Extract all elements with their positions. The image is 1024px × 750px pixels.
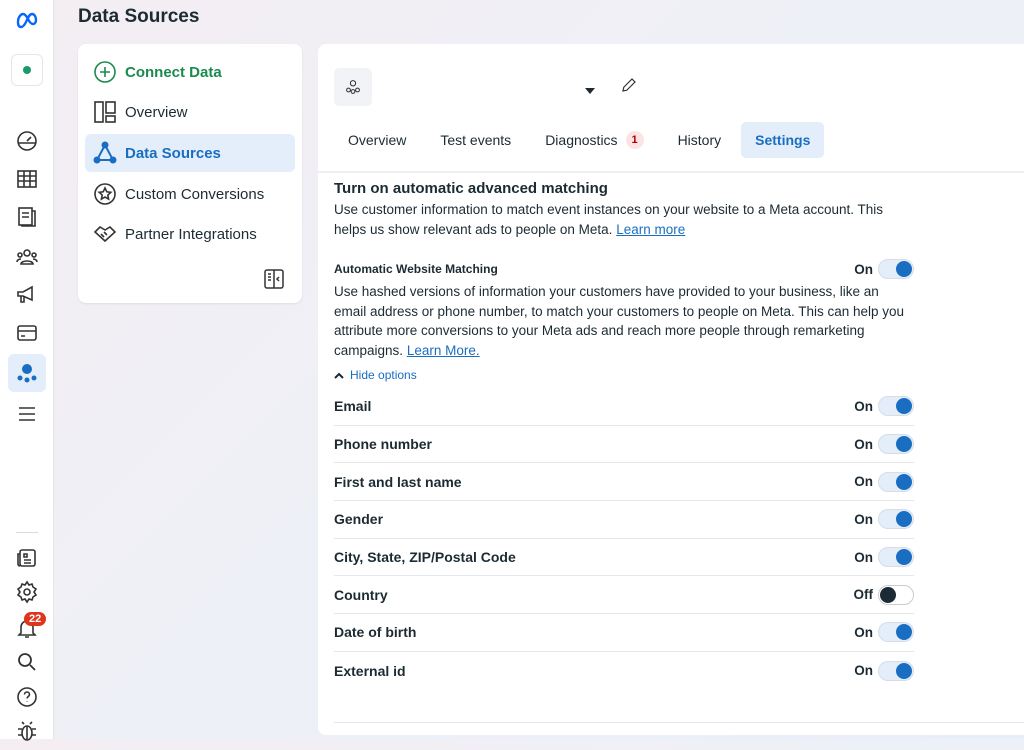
option-row: Gender On [334, 501, 914, 539]
section-description: Use customer information to match event … [334, 202, 884, 237]
option-label: City, State, ZIP/Postal Code [334, 549, 516, 566]
tab-diagnostics[interactable]: Diagnostics 1 [531, 122, 657, 158]
main-panel: Overview Test events Diagnostics 1 Histor… [318, 44, 1024, 735]
tab-settings[interactable]: Settings [741, 122, 825, 158]
option-row: Email On [334, 388, 914, 426]
option-state: On [854, 436, 873, 452]
option-toggle[interactable] [878, 584, 914, 605]
learn-more-link[interactable]: Learn more [616, 221, 686, 237]
option-toggle[interactable] [878, 434, 914, 455]
option-toggle-group: On [854, 622, 914, 643]
page-title: Data Sources [78, 6, 200, 27]
business-logo[interactable] [11, 54, 43, 86]
nav-data-sources[interactable]: Data Sources [85, 134, 295, 172]
option-row: Phone number On [334, 426, 914, 464]
option-toggle[interactable] [878, 547, 914, 568]
option-label: Phone number [334, 436, 433, 453]
edit-pencil-icon[interactable] [620, 76, 638, 99]
plus-circle-icon [94, 61, 116, 83]
diagnostics-badge: 1 [625, 131, 644, 149]
meta-logo[interactable] [8, 0, 46, 38]
option-toggle[interactable] [878, 471, 914, 492]
option-toggle[interactable] [878, 660, 914, 681]
divider [318, 171, 1024, 173]
option-label: Country [334, 586, 388, 603]
hide-options-button[interactable]: Hide options [334, 368, 914, 382]
bug-icon[interactable] [8, 712, 46, 750]
section-title: Turn on automatic advanced matching [334, 180, 608, 197]
ads-manager-icon[interactable] [8, 276, 46, 314]
menu-icon[interactable] [8, 395, 46, 433]
table-icon[interactable] [8, 160, 46, 198]
option-toggle-group: Off [853, 584, 914, 605]
awm-learn-more-link[interactable]: Learn More. [406, 342, 480, 358]
rail-divider [16, 532, 38, 533]
billing-icon[interactable] [8, 314, 46, 352]
option-state: On [854, 511, 873, 527]
notification-badge: 22 [24, 612, 47, 626]
matching-options-list: Email On Phone number On First and last name… [334, 388, 914, 690]
settings-content: Turn on automatic advanced matching Use … [334, 180, 914, 690]
nav-overview[interactable]: Overview [85, 93, 295, 131]
footer-divider [334, 722, 1024, 723]
option-toggle-group: On [854, 396, 914, 417]
option-row: City, State, ZIP/Postal Code On [334, 539, 914, 577]
events-manager-icon[interactable] [8, 354, 46, 392]
tab-overview[interactable]: Overview [348, 132, 407, 148]
option-label: Gender [334, 511, 384, 528]
option-toggle-group: On [854, 471, 914, 492]
awm-description: Use hashed versions of information your … [334, 284, 905, 358]
option-row: First and last name On [334, 463, 914, 502]
data-sources-nav: Connect Data Overview Data Sources Custo… [78, 44, 302, 303]
handshake-icon [93, 225, 117, 243]
option-toggle-group: On [854, 660, 914, 681]
option-state: On [854, 398, 873, 414]
awm-header: Automatic Website Matching On [334, 259, 914, 279]
star-circle-icon [94, 183, 116, 205]
awm-toggle[interactable] [878, 259, 914, 279]
pages-icon[interactable] [8, 198, 46, 236]
tab-history[interactable]: History [677, 132, 722, 148]
awm-title: Automatic Website Matching [334, 262, 498, 276]
option-state: On [854, 549, 873, 565]
option-toggle-group: On [854, 547, 914, 568]
option-row: External id On [334, 652, 914, 690]
settings-icon[interactable] [8, 573, 46, 611]
collapse-panel-icon[interactable] [264, 269, 284, 289]
option-toggle[interactable] [878, 622, 914, 643]
option-label: Email [334, 398, 372, 415]
option-toggle-group: On [854, 434, 914, 455]
dataset-dropdown-caret-icon[interactable] [584, 82, 596, 100]
left-rail: 22 [0, 0, 54, 741]
option-state: On [854, 474, 873, 490]
news-icon[interactable] [8, 539, 46, 577]
tab-bar: Overview Test events Diagnostics 1 Histor… [334, 122, 825, 158]
nav-connect-data[interactable]: Connect Data [85, 53, 295, 91]
nav-custom-conversions[interactable]: Custom Conversions [85, 175, 295, 213]
help-icon[interactable] [8, 678, 46, 716]
pixel-icon[interactable] [334, 68, 372, 106]
chevron-up-icon [334, 372, 344, 379]
dashboard-icon[interactable] [8, 122, 46, 160]
audience-icon[interactable] [8, 238, 46, 276]
option-state: On [854, 663, 873, 679]
option-state: On [854, 624, 873, 640]
nav-partner-integrations[interactable]: Partner Integrations [85, 215, 295, 253]
option-toggle-group: On [854, 509, 914, 530]
option-row: Date of birth On [334, 614, 914, 652]
search-icon[interactable] [8, 643, 46, 681]
layout-icon [94, 101, 116, 123]
option-state: Off [853, 587, 874, 603]
option-label: First and last name [334, 473, 462, 490]
option-toggle[interactable] [878, 509, 914, 530]
tab-test-events[interactable]: Test events [440, 132, 512, 148]
awm-toggle-group: On [854, 259, 914, 279]
option-label: Date of birth [334, 624, 417, 641]
data-sources-icon [93, 141, 117, 164]
option-row: Country Off [334, 576, 914, 615]
option-toggle[interactable] [878, 396, 914, 417]
option-label: External id [334, 662, 406, 679]
